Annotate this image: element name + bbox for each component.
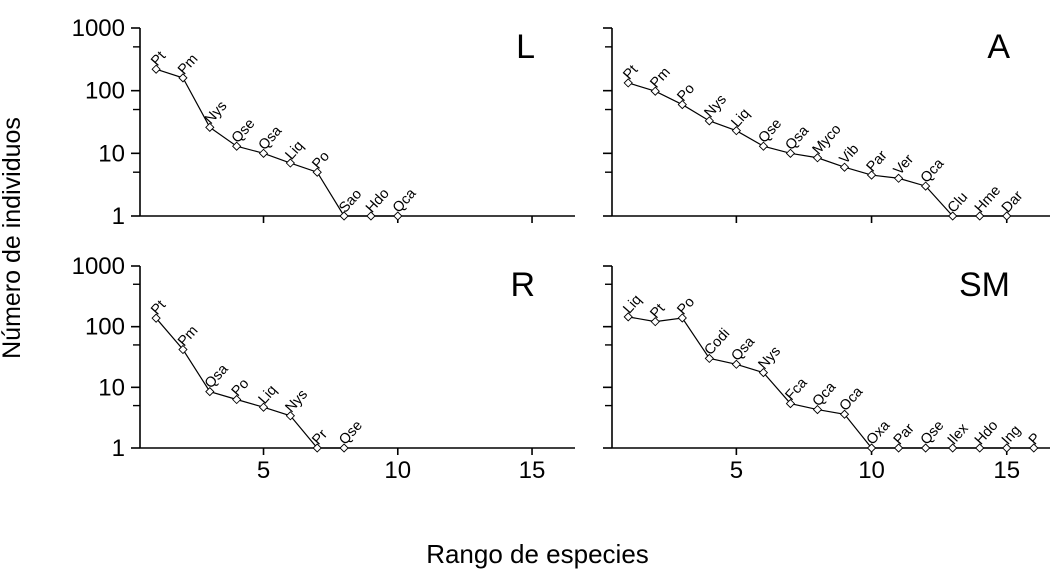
svg-text:5: 5 <box>257 457 270 484</box>
svg-text:Rango de especies: Rango de especies <box>426 539 649 569</box>
svg-text:10: 10 <box>98 374 125 401</box>
svg-text:1: 1 <box>112 435 125 462</box>
svg-text:R: R <box>510 266 535 304</box>
svg-text:SM: SM <box>959 266 1010 304</box>
svg-text:100: 100 <box>85 314 125 341</box>
svg-text:1: 1 <box>112 203 125 230</box>
svg-text:1000: 1000 <box>72 253 125 280</box>
svg-text:100: 100 <box>85 78 125 105</box>
svg-text:1000: 1000 <box>72 15 125 42</box>
svg-text:15: 15 <box>519 457 546 484</box>
svg-text:Número de individuos: Número de individuos <box>0 117 26 359</box>
svg-text:A: A <box>987 28 1010 66</box>
svg-text:10: 10 <box>858 457 885 484</box>
svg-text:10: 10 <box>384 457 411 484</box>
svg-text:15: 15 <box>993 457 1020 484</box>
svg-text:L: L <box>516 28 535 66</box>
svg-text:10: 10 <box>98 140 125 167</box>
svg-text:5: 5 <box>730 457 743 484</box>
